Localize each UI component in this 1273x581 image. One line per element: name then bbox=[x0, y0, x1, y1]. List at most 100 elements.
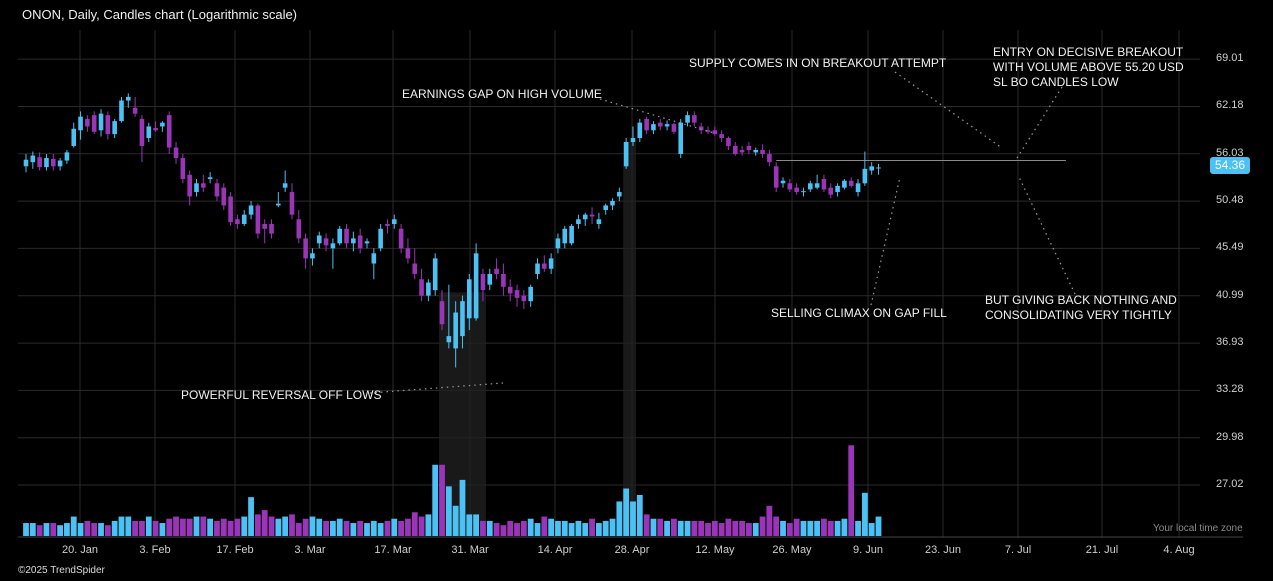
volume-bar bbox=[630, 501, 636, 536]
candle-body bbox=[419, 279, 424, 296]
candle-body bbox=[630, 138, 636, 142]
volume-bar bbox=[370, 520, 377, 536]
volume-bar bbox=[364, 523, 370, 536]
candle-body bbox=[351, 238, 356, 244]
volume-bar bbox=[671, 518, 677, 536]
candle-body bbox=[105, 115, 111, 135]
volume-bar bbox=[609, 518, 616, 536]
volume-bar bbox=[520, 520, 527, 536]
candle-body bbox=[501, 273, 506, 287]
candle-body bbox=[862, 168, 868, 184]
volume-bar bbox=[316, 518, 323, 536]
candle-body bbox=[323, 238, 329, 246]
candle-body bbox=[753, 149, 759, 153]
volume-bar bbox=[98, 523, 104, 536]
candle-body bbox=[596, 219, 602, 225]
volume-bar bbox=[568, 523, 575, 536]
candle-body bbox=[555, 238, 561, 249]
x-tick-label: 4. Aug bbox=[1163, 544, 1195, 556]
candle-body bbox=[705, 130, 711, 132]
volume-bar bbox=[159, 523, 166, 536]
volume-bar bbox=[36, 525, 43, 536]
candle-body bbox=[371, 253, 377, 264]
volume-bar bbox=[732, 520, 739, 536]
volume-bar bbox=[623, 488, 630, 536]
annotation-leader-line bbox=[369, 382, 504, 394]
candle-body bbox=[262, 224, 267, 229]
candle-body bbox=[439, 301, 445, 325]
candle-body bbox=[657, 122, 663, 127]
candle-body bbox=[337, 228, 343, 244]
annotation-earnings-gap: EARNINGS GAP ON HIGH VOLUME bbox=[402, 87, 602, 101]
candle-body bbox=[357, 235, 363, 249]
candles bbox=[23, 93, 881, 368]
candle-body bbox=[248, 205, 254, 215]
volume-bar bbox=[739, 520, 745, 536]
volume-bar bbox=[616, 501, 623, 536]
candle-body bbox=[842, 180, 847, 188]
candle-body bbox=[71, 128, 77, 146]
volume-bar bbox=[855, 520, 861, 536]
volume-bar bbox=[125, 516, 132, 536]
candle-body bbox=[187, 174, 192, 197]
candle-body bbox=[282, 183, 288, 188]
candle-body bbox=[698, 126, 704, 131]
volume-bar bbox=[766, 505, 773, 536]
annotation-consolidation-line2: CONSOLIDATING VERY TIGHTLY bbox=[985, 308, 1172, 322]
volume-bar bbox=[589, 518, 595, 536]
annotation-leaders bbox=[369, 71, 1076, 394]
volume-bar bbox=[323, 520, 329, 536]
volume-bar bbox=[868, 523, 875, 536]
volume-bar bbox=[70, 516, 77, 536]
volume-bar bbox=[268, 516, 275, 536]
candle-body bbox=[432, 258, 438, 291]
candle-body bbox=[241, 214, 247, 225]
volume-bar bbox=[541, 516, 548, 536]
candle-body bbox=[207, 177, 213, 179]
candle-body bbox=[760, 149, 765, 154]
candle-body bbox=[316, 235, 322, 244]
volume-bar bbox=[800, 520, 807, 536]
volume-bar bbox=[602, 520, 609, 536]
candle-body bbox=[289, 192, 295, 215]
last-price-badge: 54.36 bbox=[1210, 157, 1250, 174]
candle-body bbox=[644, 118, 649, 131]
candle-body bbox=[228, 196, 233, 223]
x-tick-label: 14. Apr bbox=[537, 544, 573, 556]
volume-bar bbox=[725, 518, 732, 536]
volume-bar bbox=[486, 520, 493, 536]
candle-body bbox=[603, 205, 608, 211]
y-tick-label: 69.01 bbox=[1216, 52, 1244, 65]
candle-body bbox=[139, 118, 145, 146]
volume-bar bbox=[452, 505, 459, 536]
volume-bar bbox=[241, 516, 248, 536]
candle-body bbox=[767, 153, 772, 163]
volume-bar bbox=[848, 445, 855, 536]
volume-bar bbox=[514, 523, 520, 536]
x-tick-label: 3. Feb bbox=[139, 544, 171, 556]
volume-bar bbox=[698, 520, 705, 536]
volume-bar bbox=[166, 518, 173, 536]
volume-bar bbox=[343, 520, 350, 536]
y-tick-label: 62.18 bbox=[1216, 99, 1244, 112]
candle-body bbox=[726, 138, 731, 146]
volume-bar bbox=[391, 518, 398, 536]
volume-bar bbox=[29, 523, 36, 536]
volume-bar bbox=[220, 518, 227, 536]
candle-body bbox=[589, 214, 595, 217]
candle-body bbox=[173, 147, 179, 159]
annotation-supply: SUPPLY COMES IN ON BREAKOUT ATTEMPT bbox=[689, 56, 947, 70]
chart-title: ONON, Daily, Candles chart (Logarithmic … bbox=[22, 7, 298, 22]
volume-bar bbox=[43, 523, 50, 536]
annotation-entry-line1: ENTRY ON DECISIVE BREAKOUT bbox=[993, 45, 1184, 59]
volume-bar bbox=[200, 516, 207, 536]
candle-body bbox=[364, 241, 370, 244]
volume-bar bbox=[336, 518, 343, 536]
candle-body bbox=[166, 115, 172, 148]
candle-body bbox=[780, 180, 786, 184]
annotation-leader-line bbox=[599, 98, 715, 134]
volume-bar bbox=[834, 520, 841, 536]
volume-bar bbox=[50, 523, 57, 536]
candle-body bbox=[132, 107, 138, 114]
volume-bar bbox=[582, 523, 589, 536]
